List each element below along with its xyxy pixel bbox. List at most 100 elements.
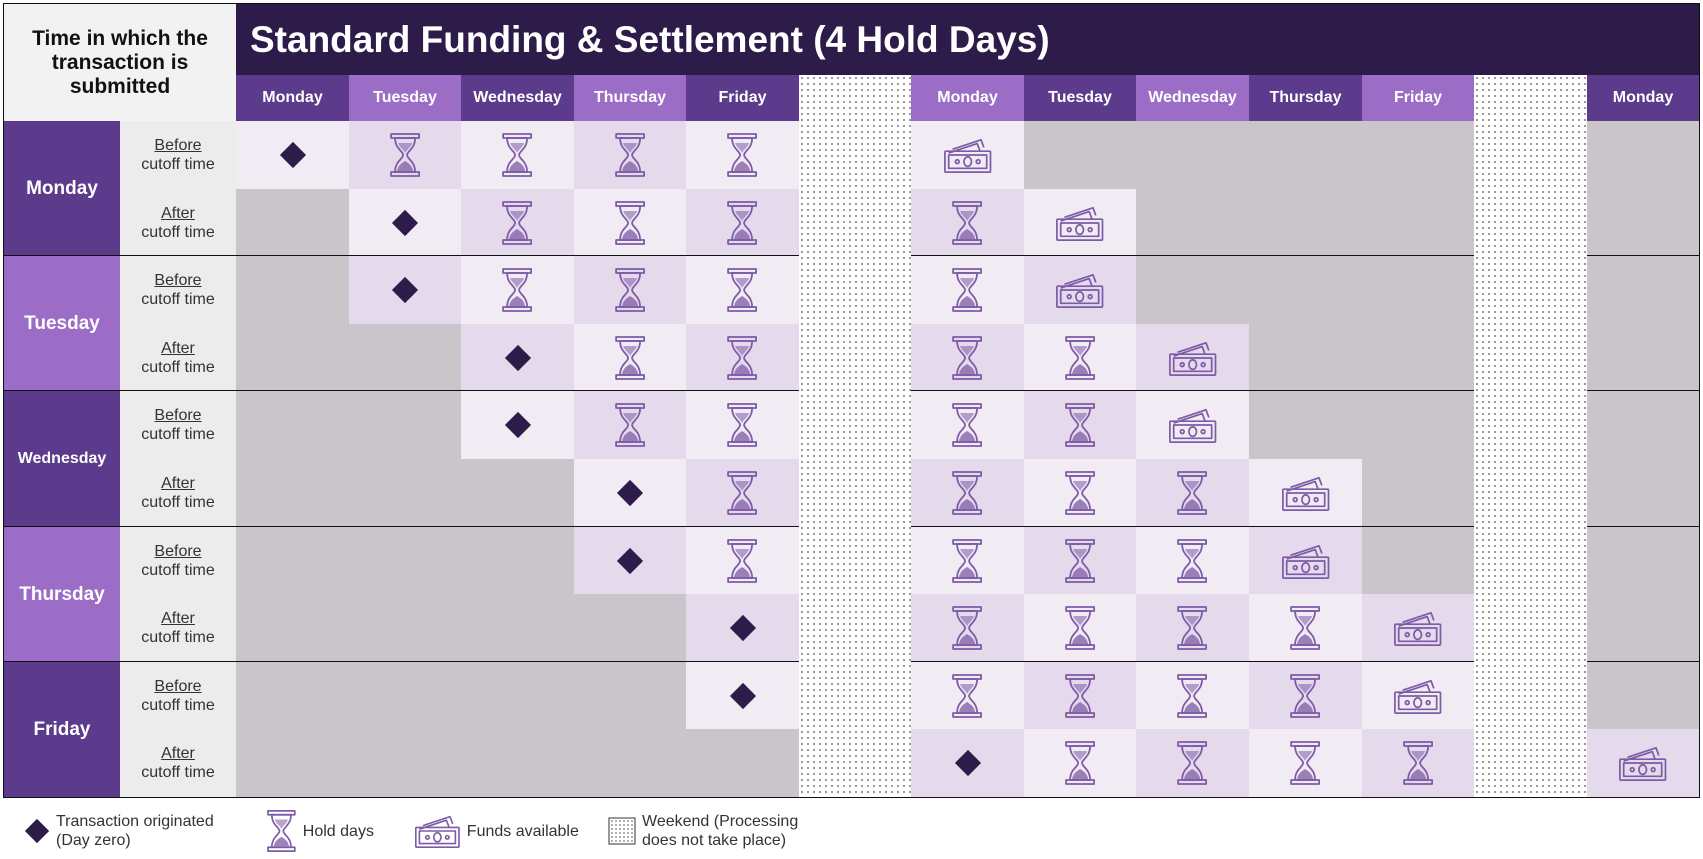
schedule-cell [1362, 527, 1474, 594]
hourglass-icon [614, 402, 646, 448]
diamond-icon [729, 614, 757, 642]
schedule-cell [236, 256, 349, 324]
diamond-icon [24, 818, 50, 844]
hourglass-icon [614, 132, 646, 178]
cutoff-label: Before cutoff time [120, 121, 236, 189]
column-header-monday: Monday [1587, 75, 1699, 121]
hourglass-icon [1176, 605, 1208, 651]
hourglass-icon [1176, 538, 1208, 584]
money-icon [1055, 204, 1104, 242]
schedule-cell [461, 729, 574, 797]
cutoff-rest: cutoff time [141, 358, 215, 376]
cutoff-label: After cutoff time [120, 324, 236, 391]
row-header-thursday: Thursday [4, 527, 120, 662]
schedule-cell [686, 594, 799, 662]
schedule-cell [1249, 527, 1362, 594]
legend-label: Weekend (Processing does not take place) [642, 813, 799, 849]
schedule-cell [1024, 527, 1136, 594]
schedule-cell [1249, 459, 1362, 527]
schedule-cell [1249, 189, 1362, 256]
schedule-cell [1024, 121, 1136, 189]
schedule-cell [1587, 662, 1699, 729]
schedule-cell [1362, 256, 1474, 324]
schedule-cell [911, 527, 1024, 594]
schedule-cell [461, 189, 574, 256]
cutoff-word: After [161, 475, 195, 492]
hourglass-icon [951, 605, 983, 651]
hourglass-icon [1289, 740, 1321, 786]
legend-item: Weekend (Processing does not take place) [608, 808, 817, 854]
hourglass-icon [1289, 673, 1321, 719]
cutoff-rest: cutoff time [141, 764, 215, 781]
schedule-cell [1587, 121, 1699, 189]
schedule-cell [1587, 324, 1699, 391]
schedule-cell [574, 459, 686, 527]
schedule-cell [686, 121, 799, 189]
schedule-cell [1249, 662, 1362, 729]
cutoff-word: Before [154, 407, 202, 424]
schedule-cell [1587, 391, 1699, 459]
cutoff-rest: cutoff time [141, 696, 215, 714]
schedule-cell [236, 662, 349, 729]
schedule-cell [1249, 729, 1362, 797]
page-title: Standard Funding & Settlement (4 Hold Da… [236, 4, 1699, 75]
schedule-cell [1249, 121, 1362, 189]
cutoff-rest: cutoff time [141, 629, 215, 646]
hourglass-icon [1176, 470, 1208, 516]
hourglass-icon [614, 267, 646, 313]
cutoff-label: Before cutoff time [120, 256, 236, 324]
row-header-monday: Monday [4, 121, 120, 256]
cutoff-label: Before cutoff time [120, 527, 236, 594]
schedule-cell [911, 324, 1024, 391]
schedule-cell [1362, 594, 1474, 662]
schedule-cell [1136, 594, 1249, 662]
schedule-cell [461, 662, 574, 729]
schedule-cell [1136, 121, 1249, 189]
schedule-cell [349, 594, 461, 662]
hourglass-icon [614, 200, 646, 246]
schedule-cell [1024, 459, 1136, 527]
schedule-cell [1024, 391, 1136, 459]
schedule-cell [686, 391, 799, 459]
schedule-cell [461, 324, 574, 391]
schedule-cell [236, 594, 349, 662]
hourglass-icon [1064, 335, 1096, 381]
schedule-cell [911, 121, 1024, 189]
hourglass-icon [726, 402, 758, 448]
money-icon [1168, 339, 1217, 377]
money-icon [414, 813, 461, 849]
schedule-cell [1136, 189, 1249, 256]
diamond-icon [729, 682, 757, 710]
schedule-cell [574, 189, 686, 256]
cutoff-label: After cutoff time [120, 594, 236, 662]
schedule-cell [686, 459, 799, 527]
cutoff-word: Before [154, 542, 202, 560]
cutoff-word: Before [154, 272, 202, 289]
diamond-icon [391, 209, 419, 237]
hourglass-icon [951, 470, 983, 516]
cutoff-rest: cutoff time [141, 561, 215, 579]
cutoff-word: Before [154, 137, 202, 154]
money-icon [1055, 271, 1104, 309]
money-icon [1168, 406, 1217, 444]
schedule-cell [236, 729, 349, 797]
cutoff-label: Before cutoff time [120, 662, 236, 729]
schedule-cell [1136, 256, 1249, 324]
schedule-cell [1362, 121, 1474, 189]
hourglass-icon [951, 402, 983, 448]
schedule-cell [461, 256, 574, 324]
cutoff-word: After [161, 204, 195, 222]
money-icon [1618, 744, 1667, 782]
hourglass-icon [501, 200, 533, 246]
diamond-icon [391, 276, 419, 304]
cutoff-word: Before [154, 677, 202, 695]
row-header-friday: Friday [4, 662, 120, 797]
hourglass-icon [951, 200, 983, 246]
money-icon [943, 136, 992, 174]
hourglass-icon [1176, 740, 1208, 786]
schedule-cell [349, 121, 461, 189]
schedule-cell [1587, 527, 1699, 594]
schedule-cell [1362, 189, 1474, 256]
hourglass-icon [1289, 605, 1321, 651]
